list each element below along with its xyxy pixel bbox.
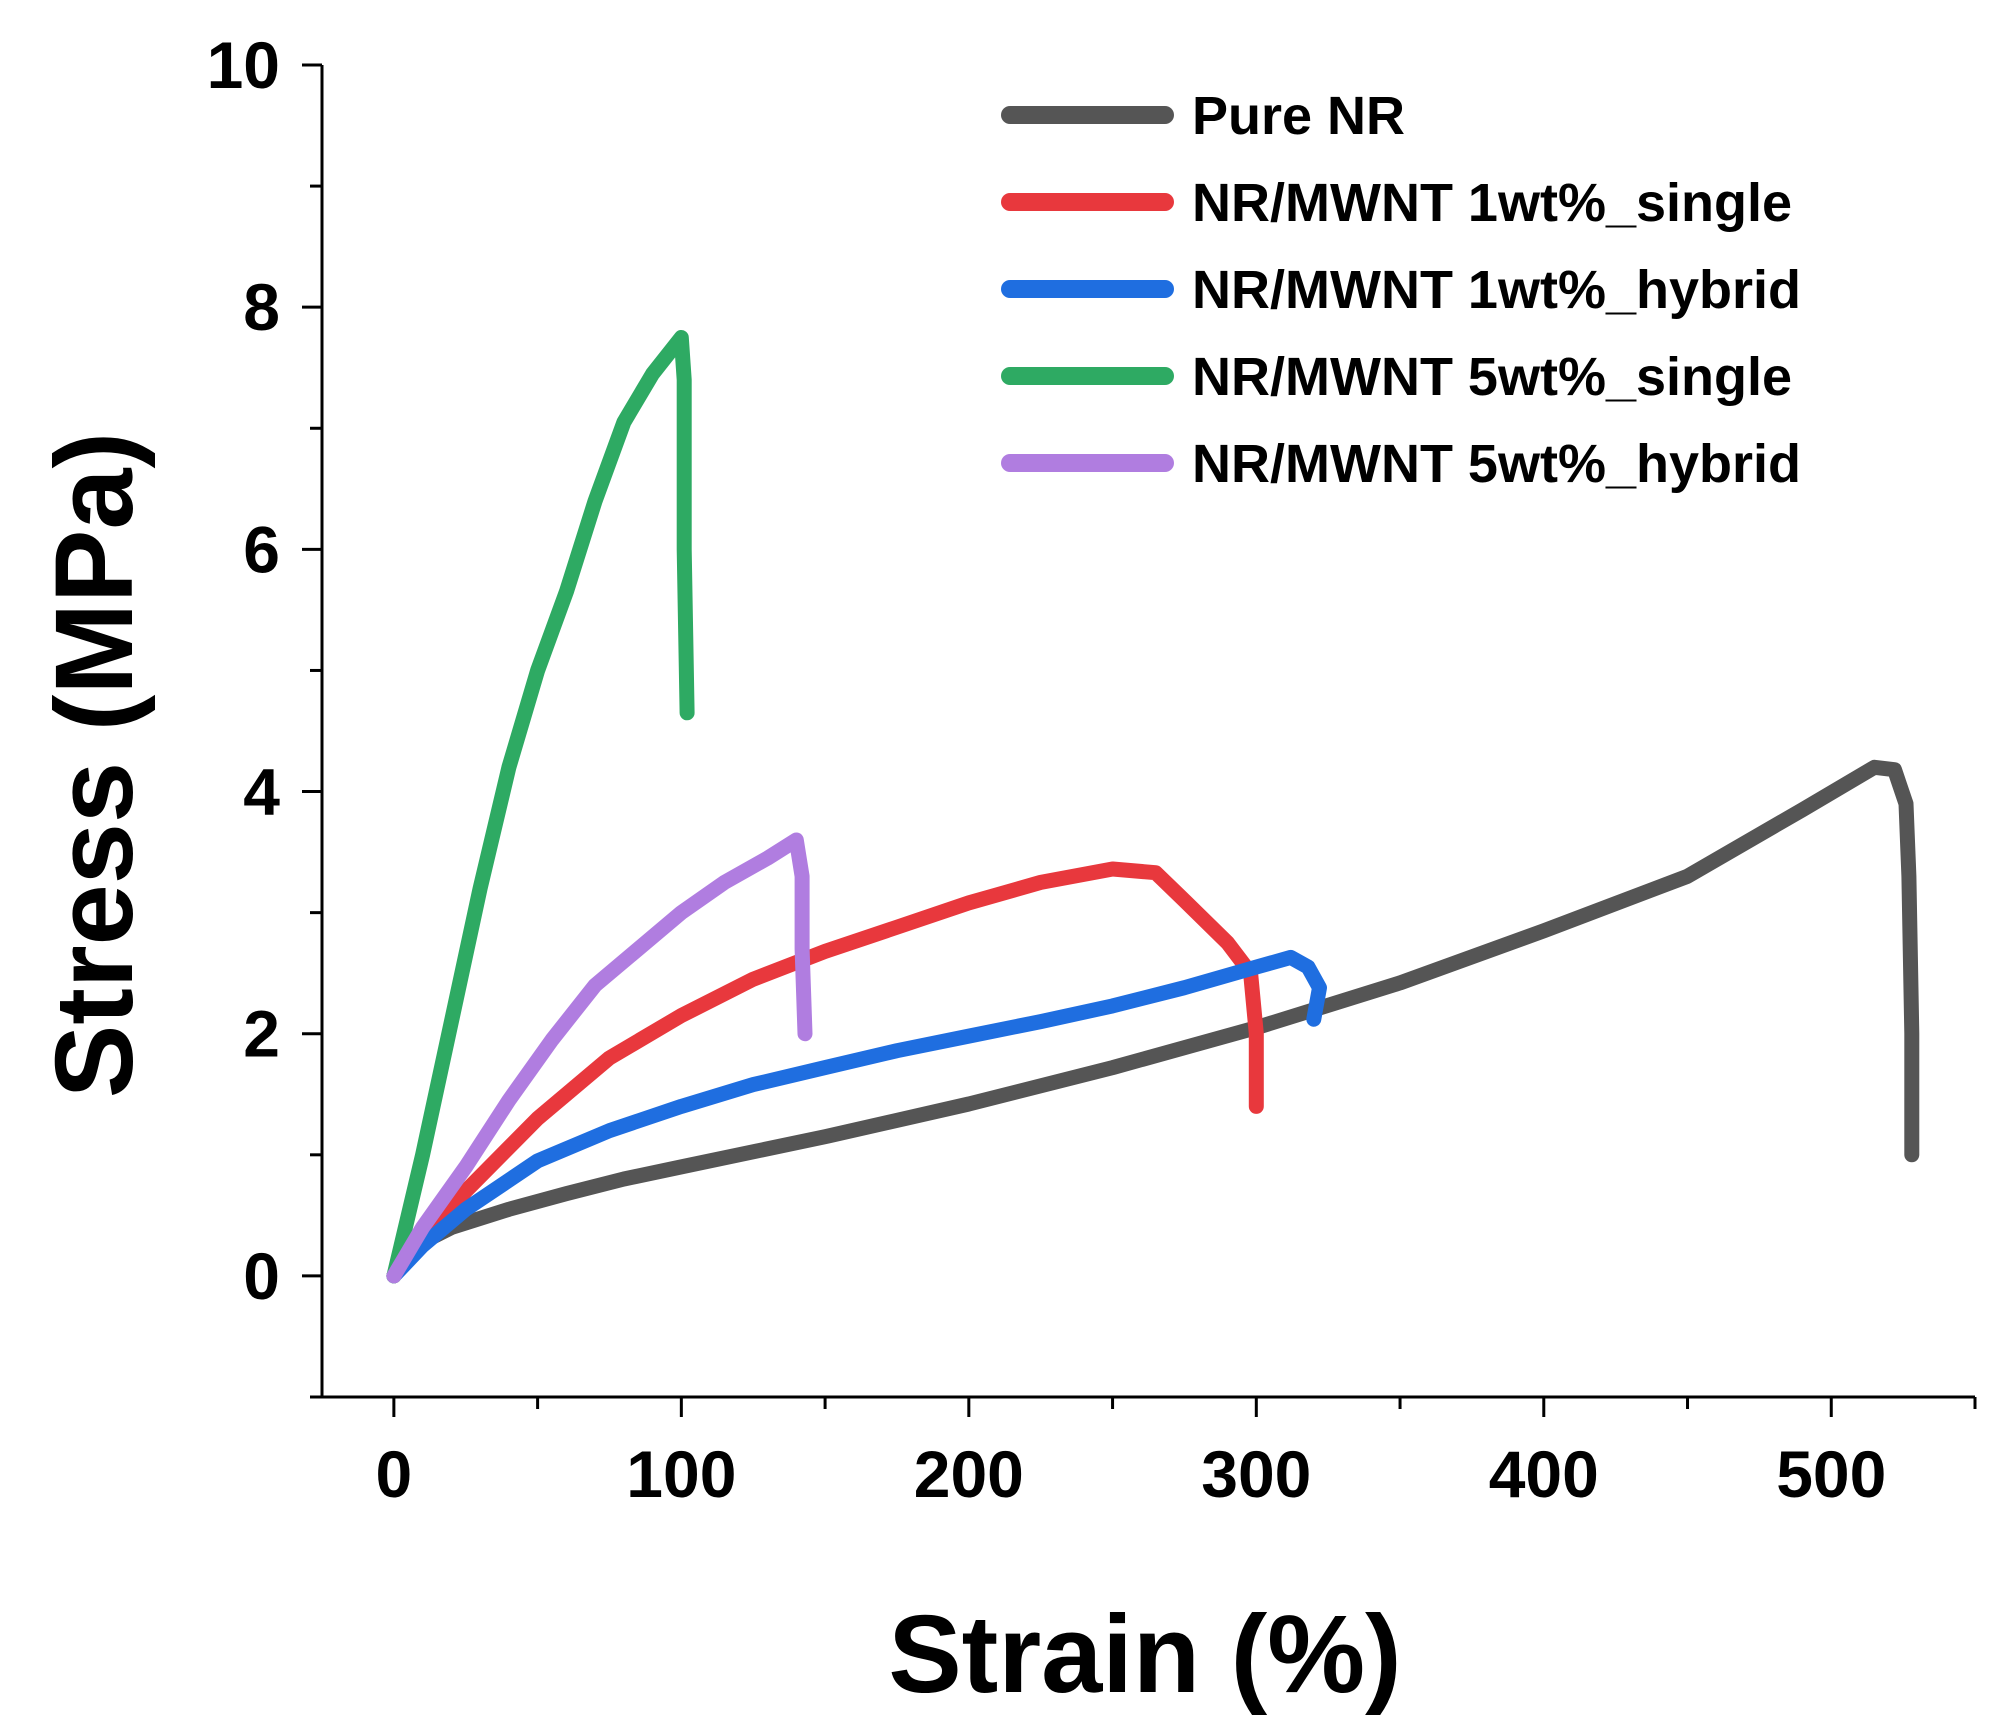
y-tick-label: 4	[243, 755, 280, 829]
axis-ticks: 0 100 200 300 400 500 0 2 4 6 8 10	[207, 28, 1977, 1511]
legend: Pure NR NR/MWNT 1wt%_single NR/MWNT 1wt%_h…	[1001, 86, 1801, 494]
x-tick-label: 500	[1776, 1437, 1886, 1511]
series-lines	[386, 330, 1920, 1284]
series-line-4	[386, 330, 695, 1284]
y-tick-label: 6	[243, 512, 280, 586]
axis-titles: Strain (%) Stress (MPa)	[33, 432, 1402, 1716]
y-tick-label: 0	[243, 1239, 280, 1313]
series-line-3	[386, 949, 1327, 1284]
series-line-2	[386, 861, 1264, 1284]
legend-label: NR/MWNT 5wt%_hybrid	[1192, 434, 1801, 494]
x-tick-label: 300	[1201, 1437, 1311, 1511]
x-tick-label: 100	[626, 1437, 736, 1511]
series-line-5	[386, 832, 813, 1284]
x-tick-label: 200	[914, 1437, 1024, 1511]
plot-frame	[320, 65, 1975, 1399]
x-axis-title: Strain (%)	[888, 1593, 1401, 1716]
y-axis-title: Stress (MPa)	[33, 432, 156, 1098]
x-tick-label: 400	[1489, 1437, 1599, 1511]
legend-label: Pure NR	[1192, 86, 1405, 146]
x-tick-label: 0	[376, 1437, 413, 1511]
y-tick-label: 2	[243, 997, 280, 1071]
legend-label: NR/MWNT 1wt%_single	[1192, 173, 1792, 233]
series-line-1	[386, 759, 1920, 1284]
y-tick-label: 8	[243, 270, 280, 344]
legend-label: NR/MWNT 1wt%_hybrid	[1192, 260, 1801, 320]
y-tick-label: 10	[207, 28, 280, 102]
legend-label: NR/MWNT 5wt%_single	[1192, 347, 1792, 407]
